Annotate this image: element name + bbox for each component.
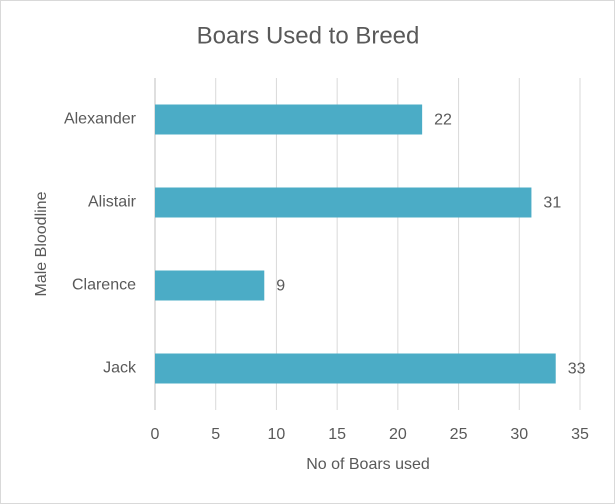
x-tick-label: 5 [211, 426, 220, 443]
data-label: 31 [543, 195, 561, 212]
x-tick-label: 25 [450, 426, 468, 443]
y-axis-label: Male Bloodline [33, 191, 50, 296]
x-tick-label: 30 [510, 426, 528, 443]
y-tick-label: Jack [103, 360, 137, 377]
x-tick-label: 15 [328, 426, 346, 443]
x-tick-label: 0 [151, 426, 160, 443]
bar [155, 270, 265, 301]
y-tick-label: Alexander [64, 111, 137, 128]
data-label: 33 [568, 361, 586, 378]
bar [155, 187, 532, 218]
data-label: 22 [434, 112, 452, 129]
x-axis-label: No of Boars used [306, 456, 430, 473]
bar [155, 104, 423, 135]
x-tick-label: 10 [268, 426, 286, 443]
y-tick-label: Clarence [72, 277, 136, 294]
x-tick-label: 20 [389, 426, 407, 443]
y-tick-label: Alistair [88, 194, 137, 211]
chart-title: Boars Used to Breed [197, 22, 420, 49]
x-tick-label: 35 [571, 426, 589, 443]
bar [155, 353, 556, 384]
data-label: 9 [276, 278, 285, 295]
